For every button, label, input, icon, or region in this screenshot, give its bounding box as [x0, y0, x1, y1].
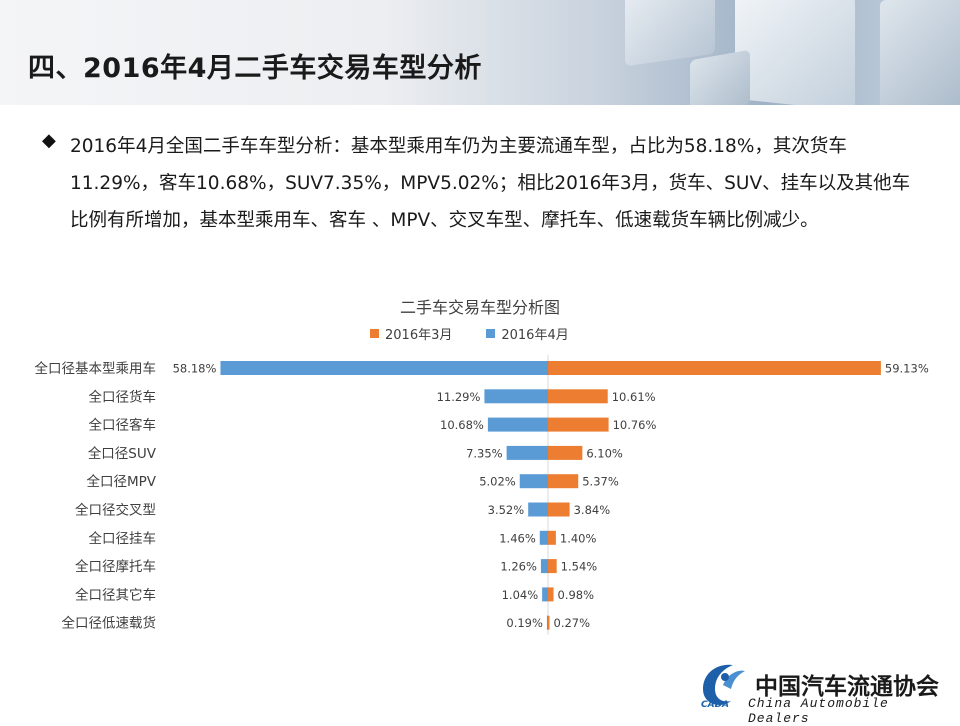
bar-april [540, 559, 548, 574]
legend-item-march: 2016年3月 [370, 324, 452, 343]
category-label: 全口径SUV [88, 445, 157, 462]
bar-march [548, 361, 881, 375]
legend-item-april: 2016年4月 [486, 324, 569, 343]
data-label-april: 3.52% [488, 503, 525, 517]
data-label-march: 6.10% [586, 446, 623, 460]
data-label-april: 7.35% [466, 446, 503, 460]
legend-label: 2016年4月 [501, 328, 569, 343]
category-label: 全口径MPV [86, 473, 156, 490]
logo-name-cn: 中国汽车流通协会 [755, 673, 939, 700]
decor-cube [625, 0, 715, 67]
data-label-march: 0.98% [558, 588, 595, 602]
decor-cube [690, 49, 750, 105]
category-label: 全口径低速载货 [62, 615, 157, 632]
bar-april [528, 502, 548, 517]
data-label-april: 1.46% [499, 531, 536, 545]
legend-label: 2016年3月 [385, 328, 453, 343]
bar-april [220, 361, 548, 375]
logo-name-en: China Automobile Dealers [748, 696, 889, 726]
logo-mark-text: CADA [701, 700, 730, 710]
data-label-march: 10.61% [612, 390, 656, 404]
category-label: 全口径摩托车 [75, 558, 156, 575]
data-label-march: 10.76% [613, 418, 657, 432]
bar-march [548, 389, 608, 404]
bar-march [548, 587, 554, 602]
bar-march [548, 559, 557, 574]
data-label-april: 10.68% [440, 418, 484, 432]
data-label-march: 1.54% [561, 560, 598, 574]
category-label: 全口径挂车 [89, 530, 157, 547]
chart-title: 二手车交易车型分析图 [399, 298, 560, 317]
bar-april [539, 530, 548, 545]
data-label-april: 1.26% [500, 560, 537, 574]
bar-march [548, 417, 609, 432]
decor-cube [880, 0, 960, 105]
category-label: 全口径货车 [89, 388, 157, 405]
bar-march [548, 445, 583, 460]
chart-legend: 2016年3月 2016年4月 [370, 324, 569, 343]
bar-march [548, 474, 579, 489]
data-label-april: 1.04% [502, 588, 539, 602]
category-label: 全口径其它车 [75, 586, 156, 603]
data-label-april: 5.02% [479, 475, 516, 489]
data-label-march: 5.37% [582, 475, 619, 489]
data-label-april: 0.19% [506, 616, 543, 630]
bar-april [484, 389, 548, 404]
bar-march [548, 530, 556, 545]
bar-april [487, 417, 548, 432]
legend-swatch [486, 329, 496, 338]
bar-march [548, 502, 570, 517]
data-label-march: 3.84% [574, 503, 611, 517]
page-title: 四、2016年4月二手车交易车型分析 [28, 53, 482, 84]
data-label-march: 1.40% [560, 531, 597, 545]
butterfly-bar-chart: 全口径基本型乘用车 58.18% 59.13% 全口径货车 11.29% 10.61% 全口… [35, 355, 929, 635]
data-label-march: 59.13% [885, 362, 929, 376]
category-label: 全口径基本型乘用车 [35, 360, 157, 377]
category-label: 全口径交叉型 [75, 502, 156, 519]
cada-logo: CADA 中国汽车流通协会 China Automobile Dealers [693, 655, 953, 726]
bar-april [542, 587, 548, 602]
summary-text: 2016年4月全国二手车车型分析：基本型乘用车仍为主要流通车型，占比为58.18… [70, 136, 911, 231]
bullet-diamond-icon: ◆ [42, 130, 56, 151]
data-label-april: 11.29% [437, 390, 481, 404]
decor-cube [735, 0, 855, 105]
header-banner: 四、2016年4月二手车交易车型分析 [0, 0, 960, 105]
category-label: 全口径客车 [89, 417, 157, 434]
data-label-march: 0.27% [554, 616, 591, 630]
data-label-april: 58.18% [173, 362, 217, 376]
bar-april [546, 615, 548, 630]
bar-april [506, 445, 548, 460]
cada-logo-icon [703, 664, 745, 705]
bar-march [548, 615, 550, 630]
legend-swatch [370, 329, 379, 338]
bar-april [519, 474, 548, 489]
